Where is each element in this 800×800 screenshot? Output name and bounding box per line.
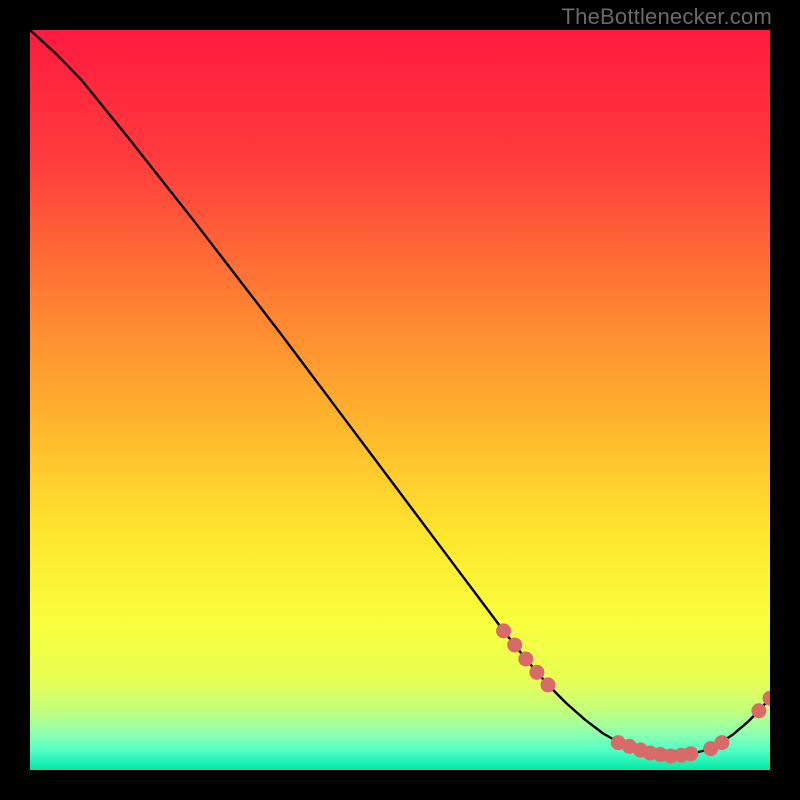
chart-svg [30, 30, 770, 770]
chart-marker [684, 747, 698, 761]
chart-marker [497, 624, 511, 638]
chart-background [30, 30, 770, 770]
watermark-text: TheBottlenecker.com [562, 4, 772, 30]
chart-marker [541, 678, 555, 692]
chart-marker [752, 704, 766, 718]
chart-plot-area [30, 30, 770, 770]
chart-marker [715, 736, 729, 750]
chart-marker [530, 665, 544, 679]
chart-marker [508, 638, 522, 652]
chart-marker [519, 652, 533, 666]
